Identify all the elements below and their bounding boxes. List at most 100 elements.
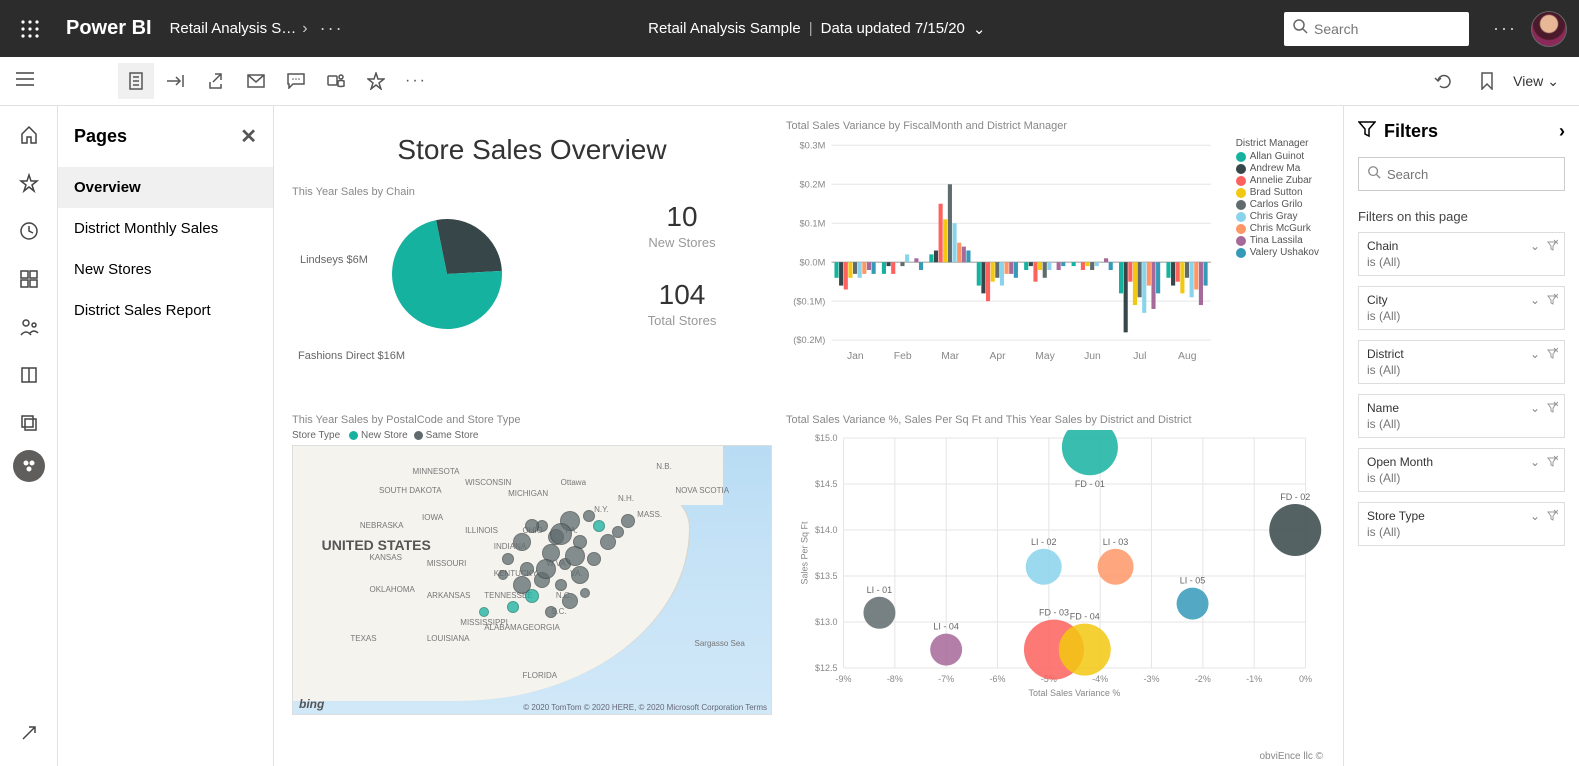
shared-icon[interactable] bbox=[8, 306, 50, 348]
legend-item[interactable]: Valery Ushakov bbox=[1236, 247, 1319, 258]
scatter-bubble[interactable] bbox=[1059, 624, 1111, 676]
more-icon[interactable]: ··· bbox=[320, 18, 344, 39]
clear-filter-icon[interactable] bbox=[1546, 455, 1558, 470]
chevron-down-icon[interactable]: ⌄ bbox=[1530, 401, 1540, 416]
legend-item[interactable]: Carlos Grilo bbox=[1236, 199, 1319, 210]
scatter-bubble[interactable] bbox=[1098, 549, 1134, 585]
share-icon[interactable] bbox=[198, 63, 234, 99]
store-bubble[interactable] bbox=[583, 510, 595, 522]
scatter-bubble[interactable] bbox=[863, 597, 895, 629]
comment-icon[interactable] bbox=[278, 63, 314, 99]
recent-icon[interactable] bbox=[8, 210, 50, 252]
filter-search-input[interactable] bbox=[1387, 167, 1563, 182]
sales-overview-block[interactable]: Store Sales Overview This Year Sales by … bbox=[292, 120, 772, 400]
clear-filter-icon[interactable] bbox=[1546, 401, 1558, 416]
page-tab-district-monthly-sales[interactable]: District Monthly Sales bbox=[58, 208, 273, 249]
current-workspace-icon[interactable] bbox=[13, 450, 45, 482]
email-icon[interactable] bbox=[238, 63, 274, 99]
legend-item[interactable]: Brad Sutton bbox=[1236, 187, 1319, 198]
legend-item[interactable]: Chris McGurk bbox=[1236, 223, 1319, 234]
close-icon[interactable]: ✕ bbox=[240, 124, 257, 149]
app-launcher-icon[interactable] bbox=[12, 11, 48, 47]
scatter-bubble[interactable] bbox=[930, 634, 962, 666]
teams-icon[interactable]: T bbox=[318, 63, 354, 99]
map-block[interactable]: This Year Sales by PostalCode and Store … bbox=[292, 414, 772, 740]
store-bubble[interactable] bbox=[555, 579, 567, 591]
scatter-bubble[interactable] bbox=[1062, 430, 1118, 475]
legend-item[interactable]: Allan Guinot bbox=[1236, 151, 1319, 162]
filter-card-district[interactable]: District is (All) ⌄ bbox=[1358, 340, 1565, 384]
clear-filter-icon[interactable] bbox=[1546, 239, 1558, 254]
chevron-down-icon[interactable]: ⌄ bbox=[973, 20, 986, 38]
scatter-bubble[interactable] bbox=[1269, 504, 1321, 556]
export-icon[interactable] bbox=[158, 63, 194, 99]
scatter-chart[interactable]: -9%-8%-7%-6%-5%-4%-3%-2%-1%0%$12.5$13.0$… bbox=[786, 430, 1325, 700]
store-bubble[interactable] bbox=[565, 546, 585, 566]
global-search-input[interactable] bbox=[1314, 21, 1495, 37]
global-search[interactable] bbox=[1284, 12, 1469, 46]
nav-toggle-icon[interactable] bbox=[16, 72, 34, 91]
legend-item[interactable]: Annelie Zubar bbox=[1236, 175, 1319, 186]
clear-filter-icon[interactable] bbox=[1546, 509, 1558, 524]
scatter-bubble[interactable] bbox=[1026, 549, 1062, 585]
map-region-label: KANSAS bbox=[369, 553, 401, 562]
store-map[interactable]: MINNESOTAWISCONSINMICHIGANOttawaNOVA SCO… bbox=[292, 445, 772, 715]
chevron-down-icon: ⌄ bbox=[1547, 73, 1559, 90]
page-tab-district-sales-report[interactable]: District Sales Report bbox=[58, 290, 273, 331]
undo-icon[interactable] bbox=[1425, 63, 1461, 99]
chevron-down-icon[interactable]: ⌄ bbox=[1530, 293, 1540, 308]
chevron-down-icon[interactable]: ⌄ bbox=[1530, 347, 1540, 362]
store-bubble[interactable] bbox=[550, 523, 572, 545]
store-bubble[interactable] bbox=[580, 588, 590, 598]
store-bubble[interactable] bbox=[571, 566, 589, 584]
legend-item[interactable]: Andrew Ma bbox=[1236, 163, 1319, 174]
home-icon[interactable] bbox=[8, 114, 50, 156]
workspaces-icon[interactable] bbox=[8, 402, 50, 444]
store-bubble[interactable] bbox=[498, 570, 508, 580]
favorites-icon[interactable] bbox=[8, 162, 50, 204]
clear-filter-icon[interactable] bbox=[1546, 347, 1558, 362]
filter-card-chain[interactable]: Chain is (All) ⌄ bbox=[1358, 232, 1565, 276]
breadcrumb-workspace[interactable]: Retail Analysis S… bbox=[170, 20, 297, 37]
favorite-icon[interactable] bbox=[358, 63, 394, 99]
page-tab-new-stores[interactable]: New Stores bbox=[58, 249, 273, 290]
store-bubble[interactable] bbox=[502, 553, 514, 565]
chevron-down-icon[interactable]: ⌄ bbox=[1530, 509, 1540, 524]
more-header-icon[interactable]: ··· bbox=[1493, 18, 1517, 39]
toolbar-more-icon[interactable]: ··· bbox=[398, 63, 434, 99]
apps-icon[interactable] bbox=[8, 258, 50, 300]
learn-icon[interactable] bbox=[8, 354, 50, 396]
bookmark-icon[interactable] bbox=[1469, 63, 1505, 99]
map-region-label: N.Y. bbox=[594, 505, 609, 514]
map-legend: Store Type New StoreSame Store bbox=[292, 430, 772, 441]
svg-text:-8%: -8% bbox=[887, 674, 903, 684]
expand-icon[interactable]: › bbox=[1559, 121, 1565, 142]
sales-by-chain-pie[interactable] bbox=[362, 202, 522, 342]
filter-search[interactable] bbox=[1358, 157, 1565, 191]
filter-card-open-month[interactable]: Open Month is (All) ⌄ bbox=[1358, 448, 1565, 492]
filter-value: is (All) bbox=[1367, 309, 1556, 323]
filter-card-name[interactable]: Name is (All) ⌄ bbox=[1358, 394, 1565, 438]
filter-card-store-type[interactable]: Store Type is (All) ⌄ bbox=[1358, 502, 1565, 546]
store-bubble[interactable] bbox=[507, 601, 519, 613]
store-bubble[interactable] bbox=[612, 526, 624, 538]
view-menu-button[interactable]: View ⌄ bbox=[1513, 73, 1559, 90]
file-icon[interactable] bbox=[118, 63, 154, 99]
scatter-block[interactable]: Total Sales Variance %, Sales Per Sq Ft … bbox=[786, 414, 1325, 740]
store-bubble[interactable] bbox=[587, 552, 601, 566]
clear-filter-icon[interactable] bbox=[1546, 293, 1558, 308]
chevron-down-icon[interactable]: ⌄ bbox=[1530, 455, 1540, 470]
kpi-card[interactable]: 10 New Stores bbox=[648, 201, 715, 250]
variance-bar-block[interactable]: Total Sales Variance by FiscalMonth and … bbox=[786, 120, 1325, 400]
page-tab-overview[interactable]: Overview bbox=[58, 167, 273, 208]
get-data-icon[interactable] bbox=[8, 712, 50, 754]
legend-item[interactable]: Tina Lassila bbox=[1236, 235, 1319, 246]
store-bubble[interactable] bbox=[621, 514, 635, 528]
kpi-card[interactable]: 104 Total Stores bbox=[648, 279, 717, 328]
scatter-bubble[interactable] bbox=[1177, 588, 1209, 620]
svg-text:Total Sales Variance %: Total Sales Variance % bbox=[1029, 688, 1121, 698]
filter-card-city[interactable]: City is (All) ⌄ bbox=[1358, 286, 1565, 330]
chevron-down-icon[interactable]: ⌄ bbox=[1530, 239, 1540, 254]
user-avatar[interactable] bbox=[1531, 11, 1567, 47]
legend-item[interactable]: Chris Gray bbox=[1236, 211, 1319, 222]
